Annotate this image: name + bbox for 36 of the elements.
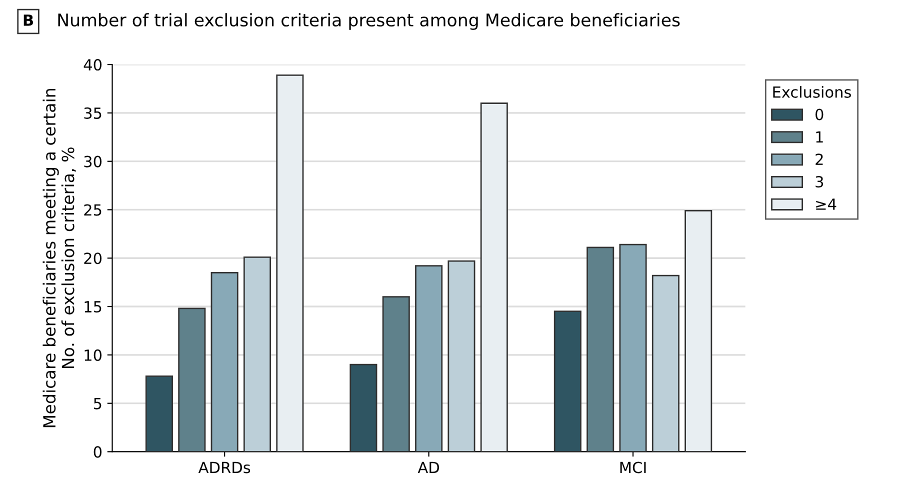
y-tick-label: 5 <box>94 398 102 410</box>
bar <box>415 265 443 452</box>
bar <box>448 260 476 452</box>
y-tick-label: 30 <box>84 156 102 168</box>
legend-label: 3 <box>816 176 824 188</box>
x-tick-label: ADRDs <box>198 462 250 474</box>
bar <box>684 210 712 452</box>
legend-label: 1 <box>816 131 823 142</box>
bar <box>480 102 508 452</box>
legend-label: ≥4 <box>816 198 836 210</box>
y-axis-title: Medicare beneficiaries meeting a certain No. of exclusion criteria, % <box>42 88 76 428</box>
bar <box>586 246 614 452</box>
bar <box>350 364 378 452</box>
x-tick-label: MCI <box>620 462 646 474</box>
legend-label: 2 <box>816 154 823 165</box>
y-tick-label: 35 <box>84 107 102 119</box>
y-tick-label: 10 <box>84 349 102 361</box>
y-tick-label: 25 <box>84 204 102 216</box>
chart-title: Number of trial exclusion criteria present among Medicare beneficiaries <box>58 13 680 30</box>
bar <box>382 296 410 452</box>
legend-label: 0 <box>816 108 824 120</box>
bar <box>178 308 206 452</box>
text: B <box>24 14 34 26</box>
bar <box>652 274 680 452</box>
bar <box>243 256 272 452</box>
x-tick-label: AD <box>418 462 439 474</box>
bar <box>145 376 173 452</box>
legend-title: Exclusions <box>773 86 851 98</box>
y-tick-label: 40 <box>84 58 102 71</box>
bar <box>276 74 304 452</box>
y-tick-label: 20 <box>84 252 102 264</box>
bar <box>210 272 238 452</box>
y-tick-label: 0 <box>94 446 102 458</box>
bar <box>619 244 647 452</box>
bar <box>554 310 582 452</box>
y-tick-label: 15 <box>84 301 102 313</box>
